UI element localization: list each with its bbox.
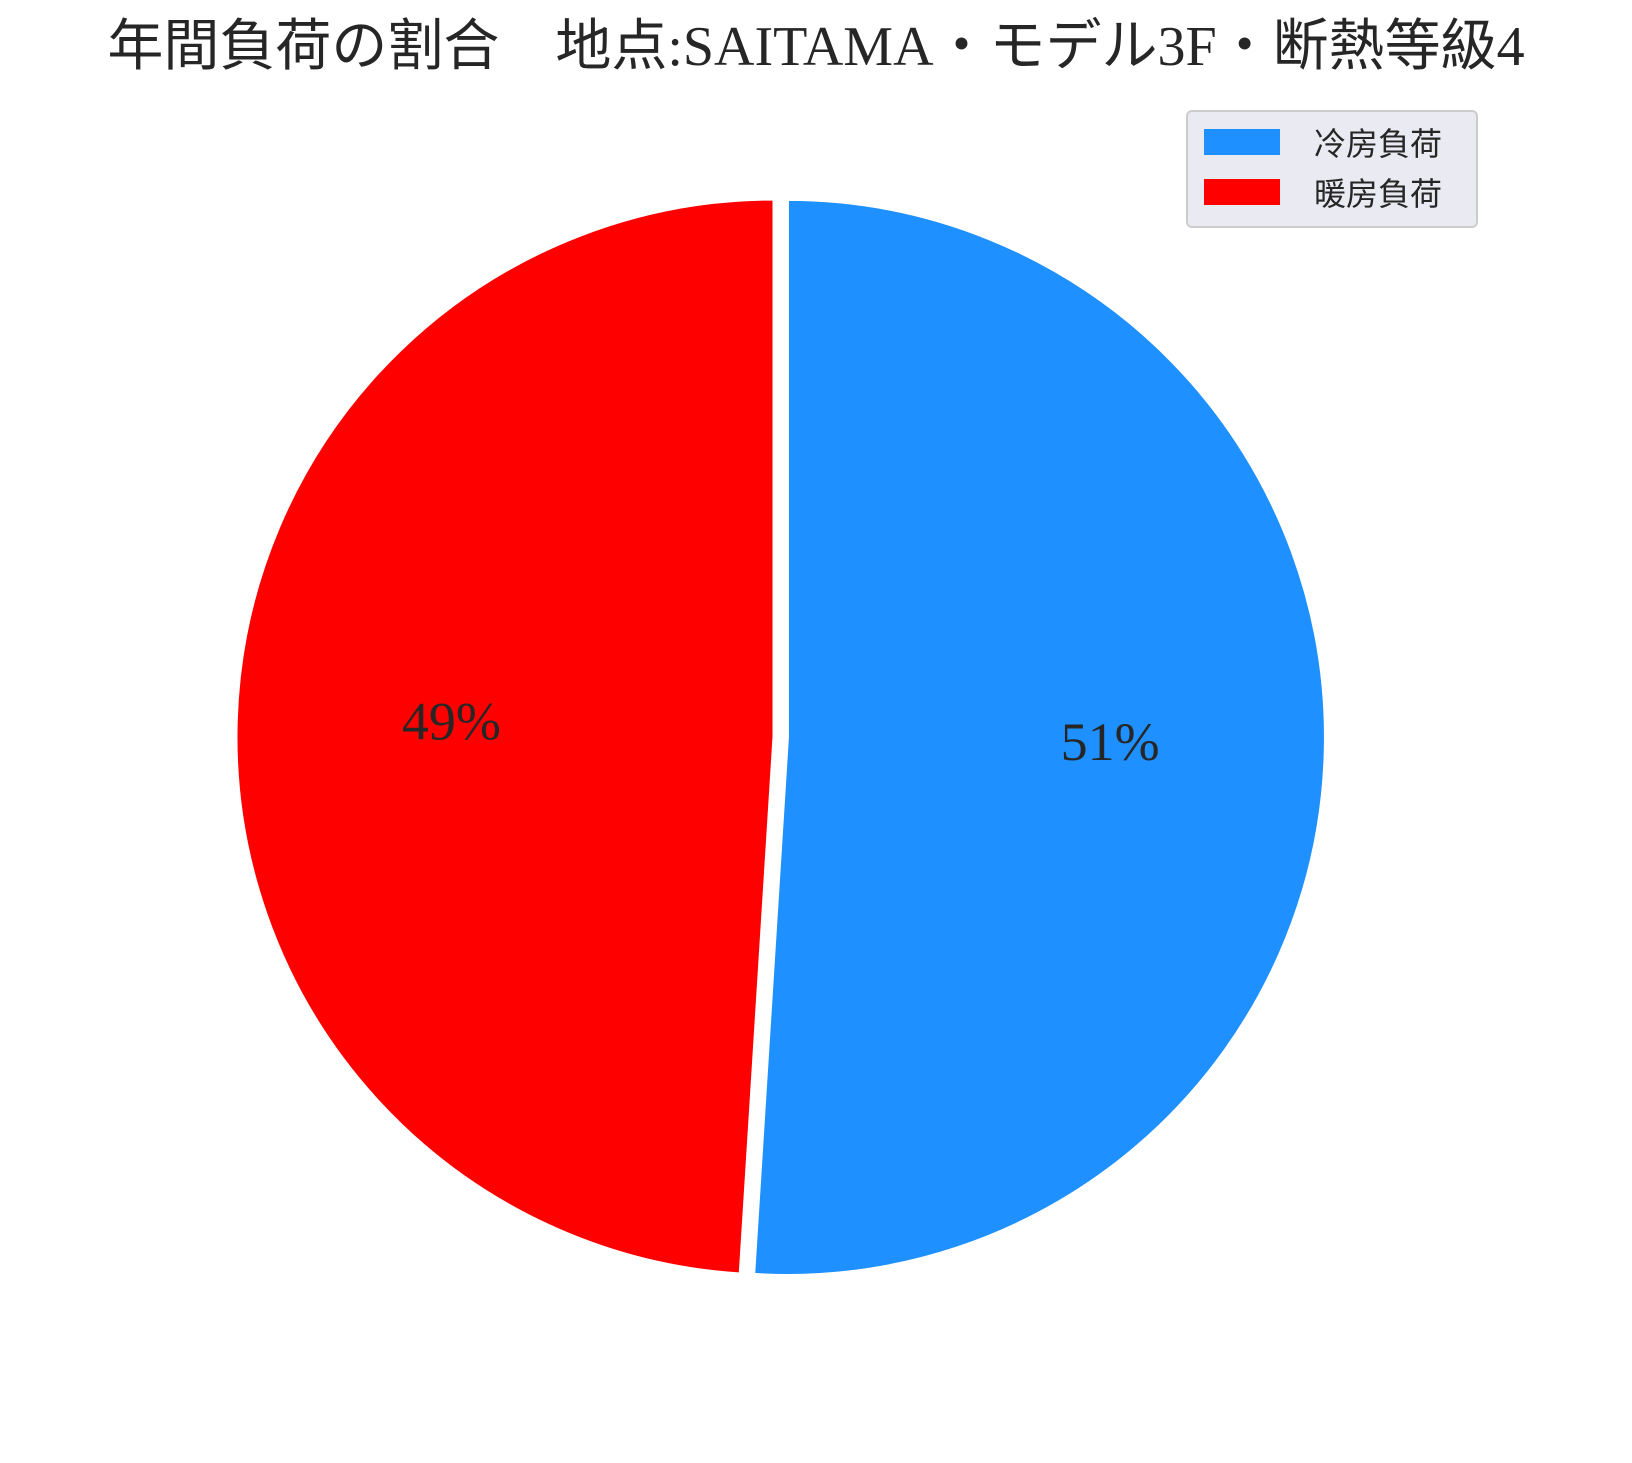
legend-label-heating: 暖房負荷	[1314, 169, 1442, 215]
legend-swatch-heating	[1204, 179, 1280, 205]
legend-item-heating: 暖房負荷	[1204, 172, 1442, 212]
legend-label-cooling: 冷房負荷	[1314, 119, 1442, 165]
pie-slices	[236, 199, 1325, 1275]
pie-slice-cooling	[754, 199, 1326, 1275]
pie-slice-heating	[236, 199, 774, 1274]
pie-label-cooling: 51%	[1061, 712, 1160, 772]
legend-swatch-cooling	[1204, 129, 1280, 155]
pie-label-heating: 49%	[402, 691, 501, 751]
legend-item-cooling: 冷房負荷	[1204, 122, 1442, 162]
legend: 冷房負荷 暖房負荷	[1186, 110, 1478, 228]
